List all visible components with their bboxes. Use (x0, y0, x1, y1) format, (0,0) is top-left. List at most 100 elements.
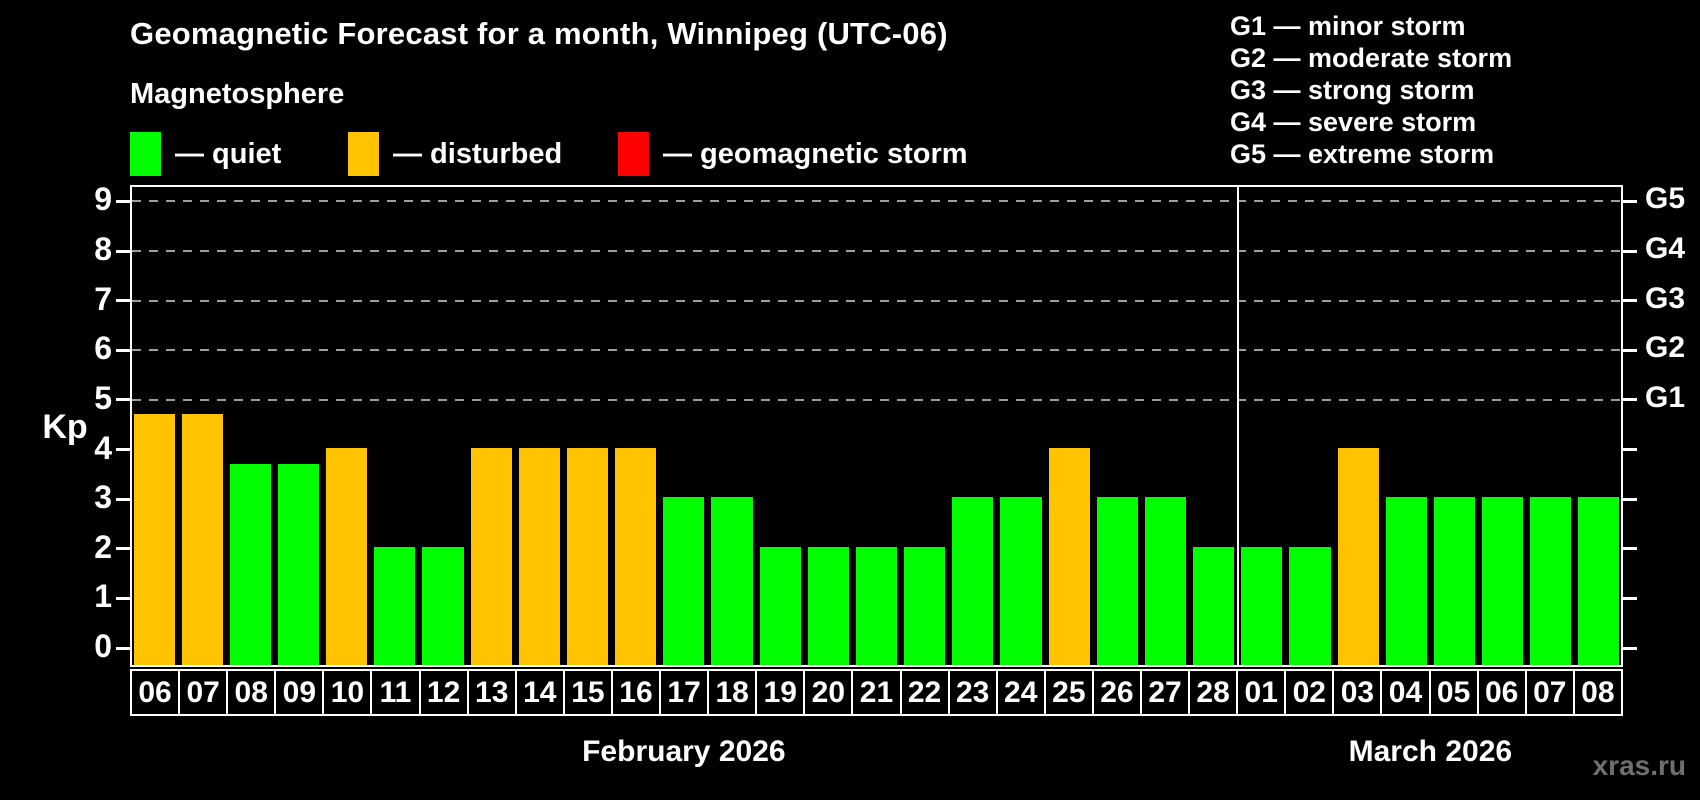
y-axis-tick-right-9 (1623, 199, 1637, 203)
kp-bar-day-06 (133, 414, 175, 665)
y-axis-tick-label-4: 4 (94, 429, 112, 466)
kp-bar-day-14 (518, 447, 560, 665)
kp-bar-day-02 (1289, 546, 1331, 665)
y-axis-tick-right-4 (1623, 448, 1637, 452)
day-label-box: 26 (1093, 671, 1140, 714)
day-label-box: 08 (1574, 671, 1621, 714)
y-axis-tick-label-1: 1 (94, 578, 112, 615)
legend-item-storm: — geomagnetic storm (618, 131, 968, 177)
y-axis-tick-label-5: 5 (94, 379, 112, 416)
day-label-box: 08 (228, 671, 275, 714)
day-label-box: 06 (1478, 671, 1525, 714)
g-scale-legend-line-4: G4 — severe storm (1230, 107, 1477, 137)
y-axis-tick-left-0 (116, 646, 130, 650)
chart-subtitle: Magnetosphere (130, 78, 345, 110)
kp-bar-day-22 (904, 546, 946, 665)
y-axis-tick-left-1 (116, 596, 130, 600)
day-label-box: 16 (612, 671, 660, 714)
kp-bar-day-21 (855, 546, 898, 665)
y-axis-tick-label-8: 8 (94, 231, 112, 268)
gridline-kp8 (132, 250, 1621, 253)
day-label-box: 14 (516, 671, 563, 714)
kp-bar-day-19 (759, 546, 801, 665)
y-axis-tick-right-8 (1623, 249, 1637, 253)
day-label-box: 27 (1141, 671, 1189, 714)
day-label-box: 01 (1238, 671, 1285, 714)
kp-bar-day-07 (181, 414, 223, 665)
y-axis-tick-label-6: 6 (94, 330, 112, 367)
legend-item-disturbed: — disturbed (348, 131, 562, 177)
y-axis-tick-left-4 (116, 448, 130, 452)
month-label-february: February 2026 (582, 735, 786, 768)
day-label-box: 07 (1526, 671, 1573, 714)
kp-bar-day-15 (566, 447, 609, 665)
day-label-box: 03 (1334, 671, 1381, 714)
right-axis-label-g3: G3 (1645, 281, 1686, 315)
day-label-box: 07 (180, 671, 227, 714)
y-axis-tick-right-3 (1623, 497, 1637, 501)
day-label-box: 05 (1430, 671, 1477, 714)
kp-bar-day-20 (807, 546, 849, 665)
day-label-box: 11 (372, 671, 419, 714)
y-axis-tick-label-3: 3 (94, 479, 112, 516)
y-axis-tick-right-0 (1623, 646, 1637, 650)
chart-title: Geomagnetic Forecast for a month, Winnip… (130, 16, 948, 51)
kp-bar-day-25 (1048, 447, 1090, 665)
gridline-kp9 (132, 200, 1621, 203)
day-label-box: 19 (757, 671, 804, 714)
y-axis-tick-right-5 (1623, 398, 1637, 402)
day-label-box: 24 (997, 671, 1044, 714)
g-scale-legend-line-3: G3 — strong storm (1230, 75, 1475, 105)
day-label-box: 04 (1382, 671, 1429, 714)
y-axis-tick-left-3 (116, 497, 130, 501)
right-axis-label-g1: G1 (1645, 380, 1686, 414)
kp-bar-day-08 (1578, 497, 1620, 665)
y-axis-tick-right-7 (1623, 299, 1637, 303)
g-scale-legend-line-1: G1 — minor storm (1230, 11, 1466, 41)
month-separator-line (1236, 185, 1239, 667)
y-axis-tick-label-7: 7 (94, 280, 112, 317)
day-label-box: 12 (420, 671, 467, 714)
g-scale-legend-line-5: G5 — extreme storm (1230, 139, 1495, 169)
gridline-kp5 (132, 398, 1621, 401)
y-axis-tick-left-5 (116, 398, 130, 402)
y-axis-tick-left-7 (116, 299, 130, 303)
y-axis-tick-right-6 (1623, 348, 1637, 352)
kp-bar-day-28 (1193, 546, 1235, 665)
kp-bar-day-16 (615, 447, 657, 665)
day-label-box: 17 (661, 671, 708, 714)
day-label-box: 25 (1045, 671, 1092, 714)
kp-bar-day-06 (1482, 497, 1524, 665)
day-label-box: 09 (276, 671, 323, 714)
kp-bar-day-01 (1241, 546, 1283, 665)
day-label-box: 28 (1190, 671, 1237, 714)
legend-label-storm: — geomagnetic storm (663, 137, 968, 170)
gridline-kp7 (132, 299, 1621, 302)
kp-bar-day-03 (1337, 447, 1379, 665)
y-axis-tick-left-9 (116, 199, 130, 203)
legend-label-disturbed: — disturbed (393, 137, 563, 170)
g-scale-legend: G1 — minor storm G2 — moderate storm G3 — … (1230, 10, 1512, 170)
y-axis-tick-right-2 (1623, 547, 1637, 551)
y-axis-tick-label-2: 2 (94, 528, 112, 565)
watermark: xras.ru (1592, 750, 1686, 781)
day-label-box: 15 (564, 671, 611, 714)
y-axis-tick-left-6 (116, 348, 130, 352)
legend-label-quiet: — quiet (175, 137, 282, 170)
day-label-box: 06 (132, 671, 179, 714)
day-label-box: 10 (324, 671, 371, 714)
legend-item-quiet: — quiet (130, 131, 281, 177)
g-scale-legend-line-2: G2 — moderate storm (1230, 43, 1513, 73)
kp-bar-day-05 (1433, 497, 1475, 665)
y-axis-tick-left-2 (116, 547, 130, 551)
month-label-march: March 2026 (1348, 735, 1513, 768)
day-label-box: 13 (468, 671, 515, 714)
kp-bar-day-24 (1000, 497, 1042, 665)
day-label-box: 23 (949, 671, 996, 714)
y-axis-tick-label-0: 0 (94, 628, 112, 665)
gridline-kp6 (132, 349, 1621, 352)
day-label-box: 02 (1286, 671, 1333, 714)
kp-bar-day-26 (1096, 497, 1138, 665)
kp-bar-day-11 (374, 546, 416, 665)
